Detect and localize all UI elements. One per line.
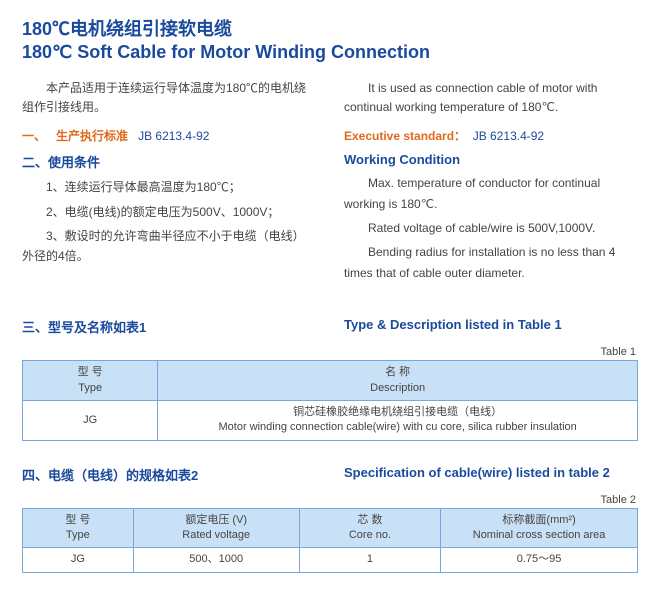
working-condition-item-3: 3、敷设时的允许弯曲半径应不小于电缆（电线）外径的4倍。 (22, 226, 316, 267)
exec-standard-label-cn: 生产执行标准 (56, 129, 128, 143)
cell-type: JG (23, 548, 134, 572)
intro-row: 本产品适用于连续运行导体温度为180℃的电机绕组作引接线用。 一、 生产执行标准… (22, 79, 638, 287)
exec-standard-value-cn: JB 6213.4-92 (138, 129, 209, 143)
th-type: 型 号 Type (23, 361, 158, 401)
table2: 型 号 Type 额定电压 (V) Rated voltage 芯 数 Core… (22, 508, 638, 573)
table2-caption: Table 2 (22, 494, 636, 506)
table2-heading-cn: 四、电缆（电线）的规格如表2 (22, 465, 316, 484)
section-number-1: 一、 (22, 129, 46, 143)
working-condition-para-1: Max. temperature of conductor for contin… (344, 173, 638, 214)
cell-description: 铜芯硅橡胶绝缘电机绕组引接电缆（电线） Motor winding connec… (158, 400, 638, 440)
table1-heading-en: Type & Description listed in Table 1 (344, 317, 638, 332)
table1-caption: Table 1 (22, 346, 636, 358)
working-condition-heading-en: Working Condition (344, 152, 638, 167)
exec-standard-cn: 一、 生产执行标准 JB 6213.4-92 (22, 127, 316, 144)
table2-heading-row: 四、电缆（电线）的规格如表2 Specification of cable(wi… (22, 457, 638, 490)
table-row: JG 500、1000 1 0.75～95 (23, 548, 638, 572)
cell-type: JG (23, 400, 158, 440)
intro-cn: 本产品适用于连续运行导体温度为180℃的电机绕组作引接线用。 (22, 79, 316, 117)
th-type: 型 号 Type (23, 508, 134, 548)
table-header-row: 型 号 Type 名 称 Description (23, 361, 638, 401)
cell-core: 1 (299, 548, 440, 572)
table-header-row: 型 号 Type 额定电压 (V) Rated voltage 芯 数 Core… (23, 508, 638, 548)
table-row: JG 铜芯硅橡胶绝缘电机绕组引接电缆（电线） Motor winding con… (23, 400, 638, 440)
title-cn: 180℃电机绕组引接软电缆 (22, 18, 638, 41)
cell-voltage: 500、1000 (133, 548, 299, 572)
exec-standard-label-en: Executive standard： (344, 129, 466, 143)
exec-standard-value-en: JB 6213.4-92 (473, 129, 544, 143)
th-area: 标称截面(mm²) Nominal cross section area (441, 508, 638, 548)
intro-en: It is used as connection cable of motor … (344, 79, 638, 117)
working-condition-para-3: Bending radius for installation is no le… (344, 242, 638, 283)
th-core: 芯 数 Core no. (299, 508, 440, 548)
th-description: 名 称 Description (158, 361, 638, 401)
table1: 型 号 Type 名 称 Description JG 铜芯硅橡胶绝缘电机绕组引… (22, 360, 638, 441)
working-condition-item-2: 2、电缆(电线)的额定电压为500V、1000V； (22, 202, 316, 222)
table1-heading-cn: 三、型号及名称如表1 (22, 317, 316, 336)
working-condition-heading-cn: 二、使用条件 (22, 152, 316, 171)
table2-heading-en: Specification of cable(wire) listed in t… (344, 465, 638, 480)
exec-standard-en: Executive standard： JB 6213.4-92 (344, 127, 638, 144)
table1-heading-row: 三、型号及名称如表1 Type & Description listed in … (22, 309, 638, 342)
cell-area: 0.75～95 (441, 548, 638, 572)
working-condition-item-1: 1、连续运行导体最高温度为180℃； (22, 177, 316, 197)
th-voltage: 额定电压 (V) Rated voltage (133, 508, 299, 548)
title-en: 180℃ Soft Cable for Motor Winding Connec… (22, 41, 638, 64)
working-condition-para-2: Rated voltage of cable/wire is 500V,1000… (344, 218, 638, 238)
